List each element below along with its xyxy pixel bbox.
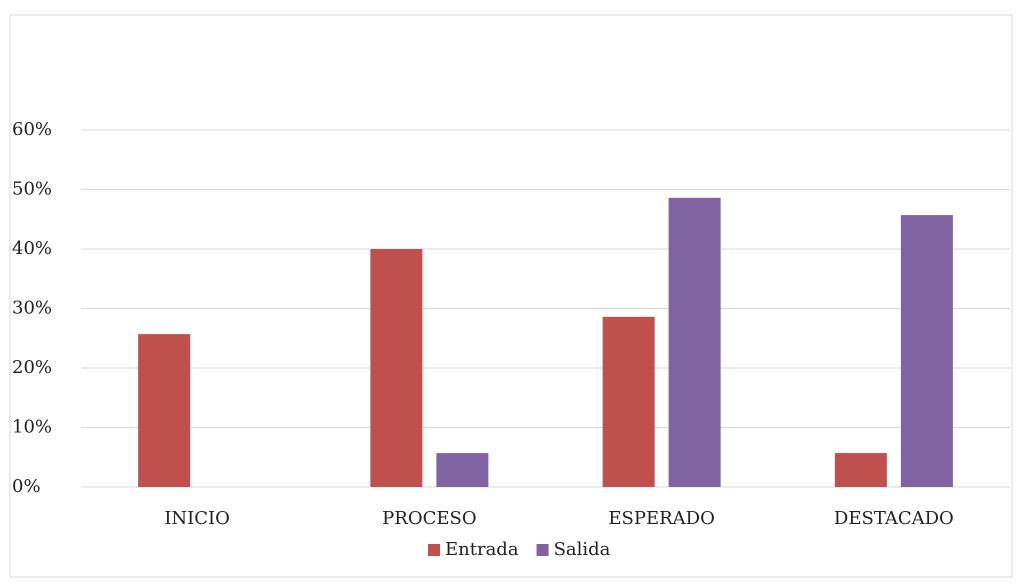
bar <box>602 316 655 487</box>
y-tick-label: 50% <box>12 179 52 200</box>
legend-label: Salida <box>554 539 611 560</box>
x-tick-label: PROCESO <box>382 508 476 529</box>
x-tick-label: INICIO <box>164 508 230 529</box>
legend-label: Entrada <box>445 539 519 560</box>
y-tick-label: 60% <box>12 119 52 140</box>
y-tick-label: 20% <box>12 357 52 378</box>
bar <box>900 215 953 487</box>
bar <box>436 453 489 487</box>
y-tick-label: 40% <box>12 238 52 259</box>
y-tick-label: 10% <box>12 417 52 438</box>
y-tick-label: 30% <box>12 298 52 319</box>
x-tick-label: ESPERADO <box>608 508 714 529</box>
bar <box>370 249 423 487</box>
bar <box>834 453 887 487</box>
chart-border <box>9 14 1013 578</box>
legend-swatch <box>428 544 440 556</box>
x-tick-label: DESTACADO <box>834 508 954 529</box>
bar <box>138 334 191 487</box>
legend-swatch <box>536 544 549 556</box>
bar <box>668 197 721 487</box>
y-tick-label: 0% <box>12 476 41 497</box>
